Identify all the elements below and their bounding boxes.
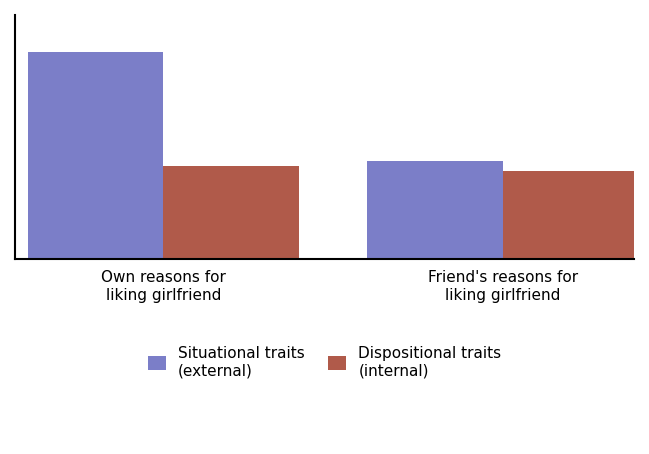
Bar: [28, 52, 164, 259]
Bar: [502, 171, 638, 259]
Bar: [367, 162, 502, 259]
Legend: Situational traits
(external), Dispositional traits
(internal): Situational traits (external), Dispositi…: [141, 340, 508, 385]
Bar: [164, 166, 299, 259]
